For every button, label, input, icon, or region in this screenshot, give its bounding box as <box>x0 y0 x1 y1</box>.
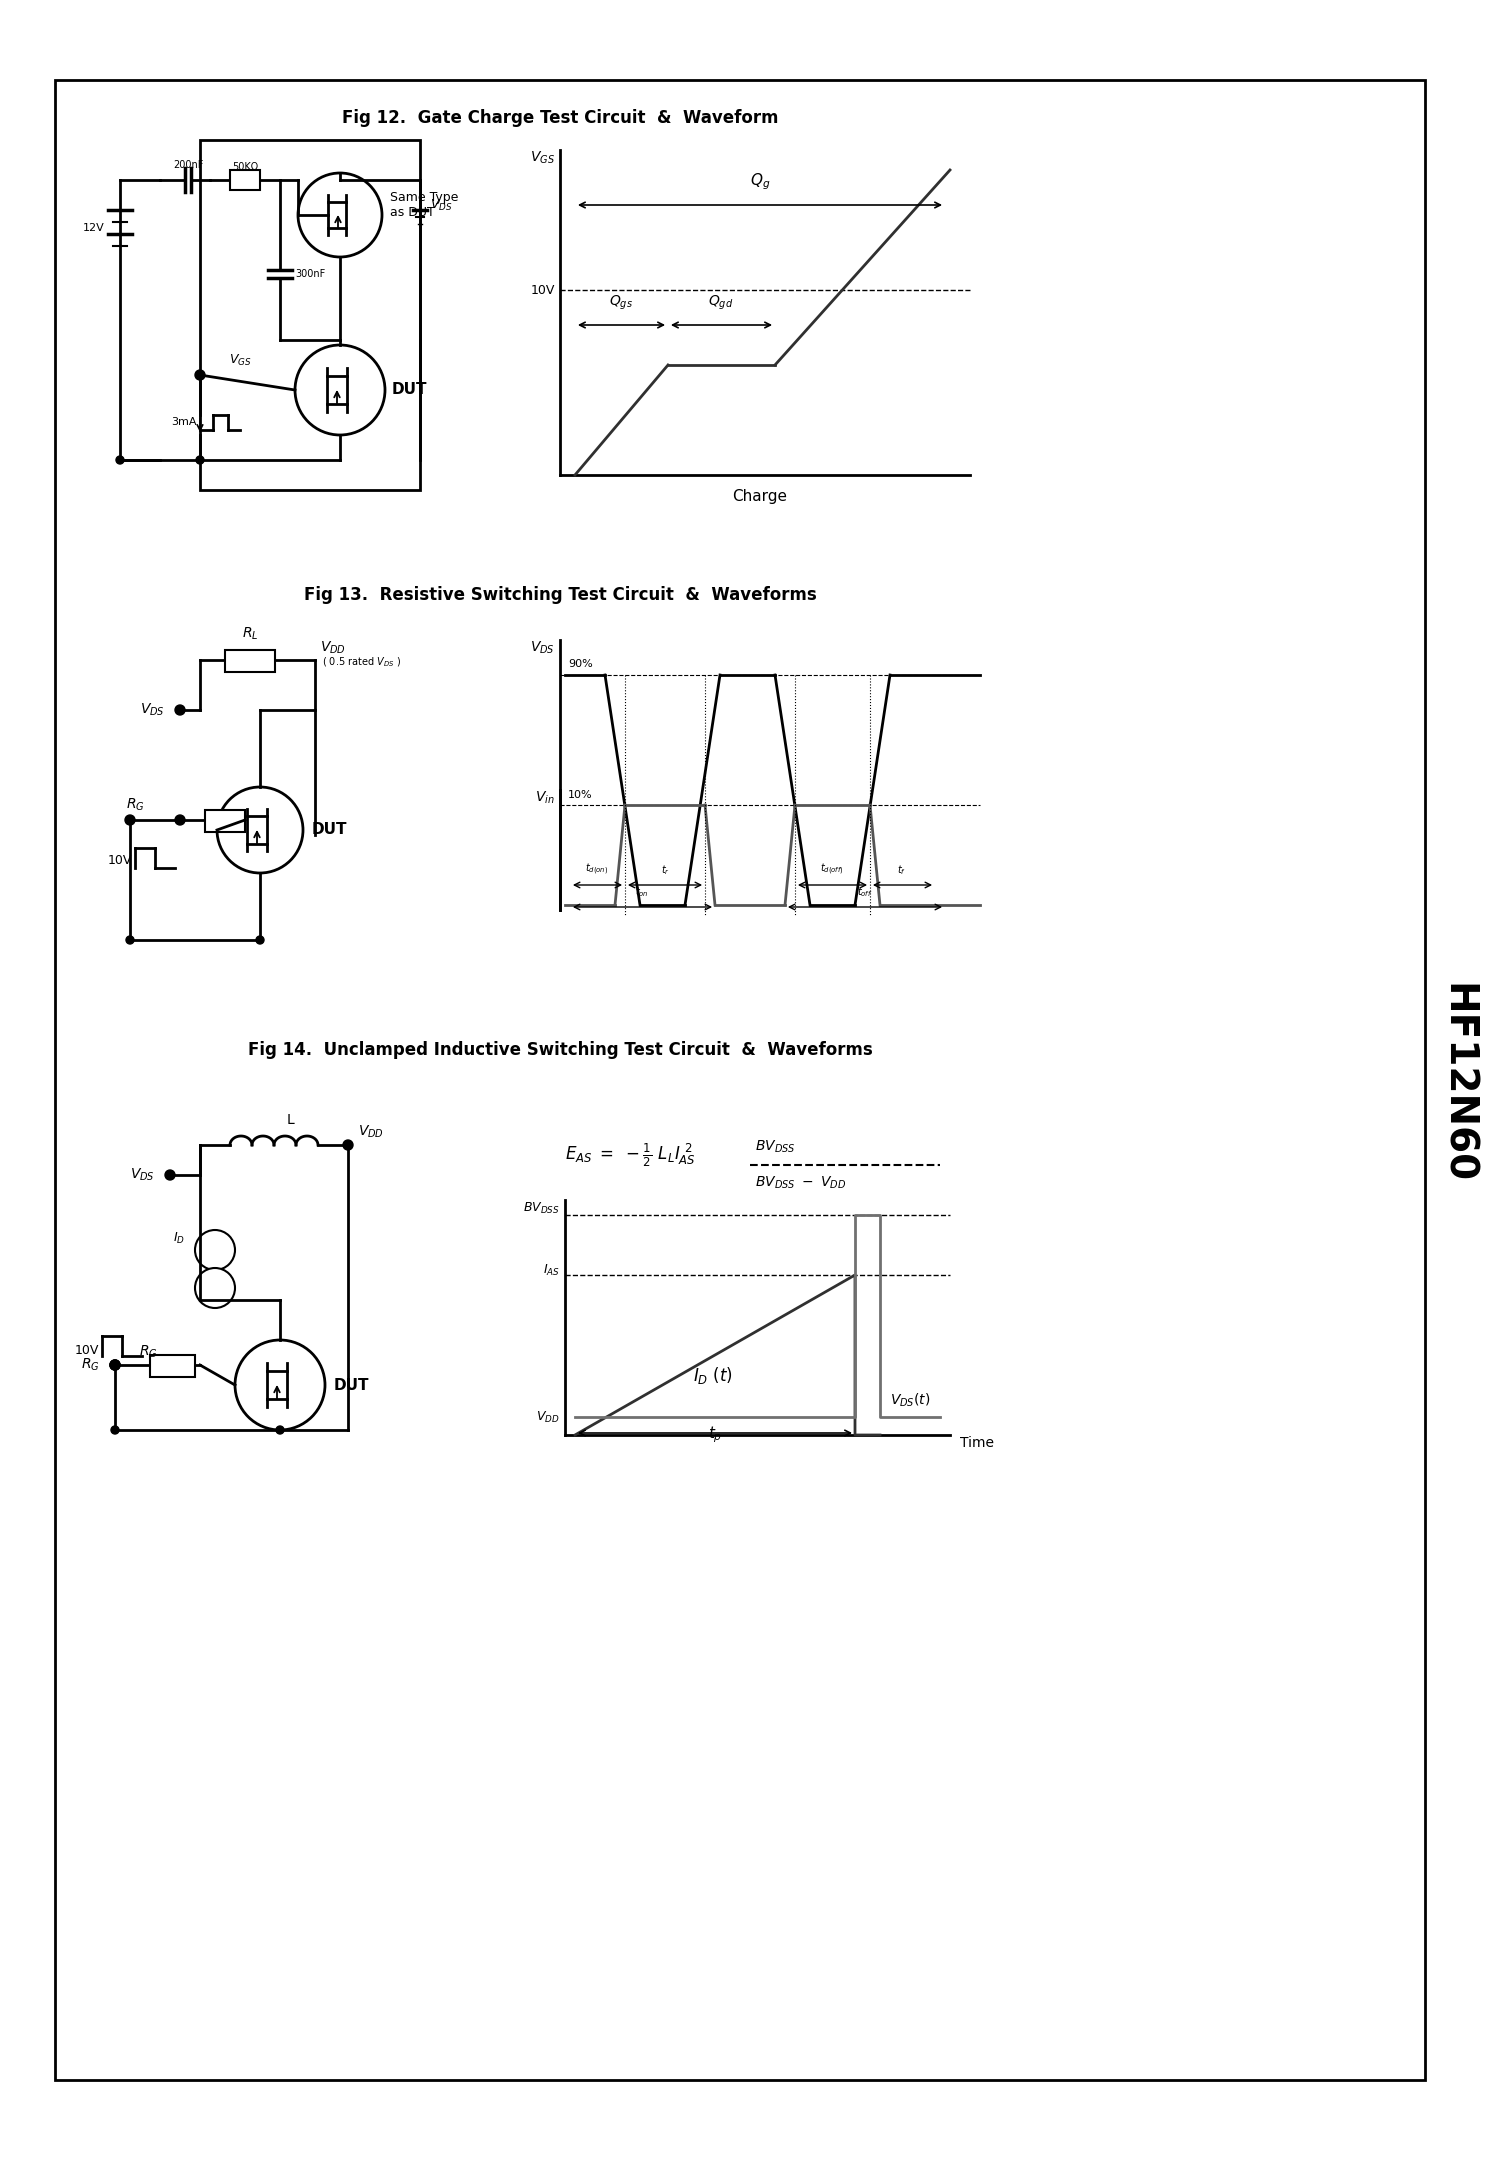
Circle shape <box>111 1425 118 1434</box>
Text: $I_{AS}$: $I_{AS}$ <box>543 1263 560 1278</box>
Circle shape <box>165 1170 176 1180</box>
Text: Same Type
as DUT: Same Type as DUT <box>390 191 459 219</box>
Text: $BV_{DSS}$: $BV_{DSS}$ <box>524 1200 560 1215</box>
Circle shape <box>110 1360 120 1371</box>
Circle shape <box>236 1341 326 1430</box>
Circle shape <box>195 1267 236 1308</box>
Text: $t_{off}$: $t_{off}$ <box>856 886 873 899</box>
Text: $R_G$: $R_G$ <box>126 797 144 812</box>
Text: $V_{GS}$: $V_{GS}$ <box>530 149 555 167</box>
Text: $E_{AS}\ =\ -\frac{1}{2}\ L_L I_{AS}^{\ 2}$: $E_{AS}\ =\ -\frac{1}{2}\ L_L I_{AS}^{\ … <box>566 1141 696 1170</box>
Circle shape <box>298 173 382 258</box>
Text: $R_L$: $R_L$ <box>242 626 258 641</box>
Text: $V_{DS}(t)$: $V_{DS}(t)$ <box>890 1391 930 1408</box>
Text: Fig 14.  Unclamped Inductive Switching Test Circuit  &  Waveforms: Fig 14. Unclamped Inductive Switching Te… <box>248 1042 873 1059</box>
Text: 50KΩ: 50KΩ <box>232 162 258 171</box>
Text: $V_{DS}$: $V_{DS}$ <box>130 1167 154 1183</box>
Circle shape <box>296 344 386 435</box>
Circle shape <box>126 936 134 944</box>
Text: $I_D$: $I_D$ <box>172 1230 184 1245</box>
Text: DUT: DUT <box>392 383 427 399</box>
Bar <box>200 141 420 490</box>
Circle shape <box>195 370 206 379</box>
Text: 200nF: 200nF <box>172 160 202 169</box>
Text: 10V: 10V <box>75 1343 99 1356</box>
Text: Fig 12.  Gate Charge Test Circuit  &  Waveform: Fig 12. Gate Charge Test Circuit & Wavef… <box>342 108 778 128</box>
Circle shape <box>110 1360 120 1371</box>
Text: 90%: 90% <box>568 658 592 669</box>
Text: $t_r$: $t_r$ <box>660 864 669 877</box>
Text: Charge: Charge <box>732 490 788 505</box>
Text: $Q_{gs}$: $Q_{gs}$ <box>609 295 633 312</box>
Text: $Q_{gd}$: $Q_{gd}$ <box>708 295 734 312</box>
Bar <box>150 1356 195 1378</box>
Text: $Q_g$: $Q_g$ <box>750 171 770 193</box>
Text: DUT: DUT <box>334 1378 369 1393</box>
Text: Fig 13.  Resistive Switching Test Circuit  &  Waveforms: Fig 13. Resistive Switching Test Circuit… <box>303 587 816 604</box>
Text: 10V: 10V <box>531 284 555 297</box>
Text: $V_{GS}$: $V_{GS}$ <box>228 353 252 368</box>
Text: L: L <box>286 1113 294 1126</box>
Text: $BV_{DSS}\ -\ V_{DD}$: $BV_{DSS}\ -\ V_{DD}$ <box>754 1174 846 1191</box>
Text: 300nF: 300nF <box>296 269 326 279</box>
Bar <box>230 169 260 191</box>
Text: $V_{DD}$: $V_{DD}$ <box>537 1410 560 1425</box>
Circle shape <box>176 704 184 715</box>
Text: HF12N60: HF12N60 <box>1438 983 1476 1183</box>
Text: $V_{DS}$: $V_{DS}$ <box>430 197 453 212</box>
Text: $V_{DS}$: $V_{DS}$ <box>530 639 555 656</box>
Circle shape <box>195 1230 236 1269</box>
Text: 12V: 12V <box>84 223 105 234</box>
Text: $t_{d(off)}$: $t_{d(off)}$ <box>821 862 844 877</box>
Circle shape <box>116 457 124 464</box>
Text: $V_{DD}$: $V_{DD}$ <box>320 639 346 656</box>
Text: ( 0.5 rated $V_{DS}$ ): ( 0.5 rated $V_{DS}$ ) <box>322 654 400 669</box>
Bar <box>225 650 274 671</box>
Text: $t_p$: $t_p$ <box>708 1425 722 1445</box>
Text: $R_G$: $R_G$ <box>81 1356 100 1373</box>
Text: $t_{on}$: $t_{on}$ <box>634 886 650 899</box>
Text: $t_{d(on)}$: $t_{d(on)}$ <box>585 862 609 877</box>
Text: 10V: 10V <box>108 853 132 866</box>
Text: DUT: DUT <box>312 823 348 838</box>
Text: 3mA: 3mA <box>171 418 196 427</box>
Circle shape <box>110 1360 120 1371</box>
Circle shape <box>196 457 204 464</box>
Circle shape <box>344 1139 352 1150</box>
Text: $I_D\ (t)$: $I_D\ (t)$ <box>693 1365 734 1386</box>
Circle shape <box>276 1425 284 1434</box>
Text: $V_{DD}$: $V_{DD}$ <box>358 1124 384 1139</box>
Text: $R_G$: $R_G$ <box>138 1343 158 1360</box>
Text: Time: Time <box>960 1436 994 1449</box>
Text: $BV_{DSS}$: $BV_{DSS}$ <box>754 1139 795 1154</box>
Circle shape <box>256 936 264 944</box>
Circle shape <box>217 786 303 873</box>
Bar <box>206 810 245 832</box>
Circle shape <box>124 814 135 825</box>
Text: 10%: 10% <box>568 791 592 799</box>
Circle shape <box>176 814 184 825</box>
Text: $V_{DS}$: $V_{DS}$ <box>140 702 165 719</box>
Text: $V_{in}$: $V_{in}$ <box>536 791 555 806</box>
Text: $t_f$: $t_f$ <box>897 864 906 877</box>
